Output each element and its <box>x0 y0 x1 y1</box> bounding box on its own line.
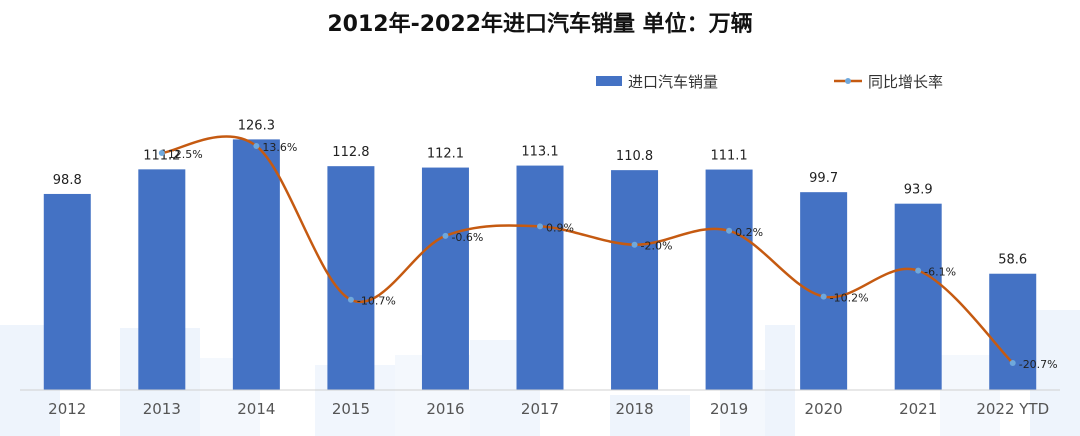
bar-value-label: 58.6 <box>998 253 1027 268</box>
growth-rate-line <box>161 135 1014 364</box>
legend-swatch-bar <box>596 76 622 86</box>
growth-rate-marker <box>820 293 827 300</box>
bar-2014 <box>232 139 280 390</box>
bar-value-label: 110.8 <box>616 149 653 164</box>
x-tick-label: 2018 <box>615 400 653 418</box>
bar-labels-layer: 98.8111.2126.3112.8112.1113.1110.8111.19… <box>53 118 1027 267</box>
legend-label-bar: 进口汽车销量 <box>628 73 718 91</box>
x-axis: 2012 2013 2014 2015 2016 2017 2018 2019 2020 2021… <box>20 389 1060 418</box>
bars-layer <box>43 139 1037 390</box>
line-layer <box>158 135 1016 366</box>
growth-rate-marker <box>631 241 638 248</box>
bar-2016 <box>421 167 469 390</box>
growth-rate-marker <box>726 227 733 234</box>
legend-swatch-marker <box>845 78 851 84</box>
x-tick-label: 2015 <box>332 400 370 418</box>
bar-2018 <box>611 170 659 390</box>
growth-rate-label: 13.6% <box>262 141 297 154</box>
bar-2021 <box>894 203 942 390</box>
bar-2019 <box>705 169 753 390</box>
bar-2022-ytd <box>989 273 1037 390</box>
bar-value-label: 93.9 <box>904 183 933 198</box>
growth-rate-label: -0.6% <box>451 231 483 244</box>
legend-label-line: 同比增长率 <box>868 73 943 91</box>
bar-value-label: 126.3 <box>238 118 275 133</box>
bar-2013 <box>138 169 186 390</box>
growth-rate-label: 0.2% <box>735 226 763 239</box>
bar-value-label: 112.8 <box>332 145 369 160</box>
bar-value-label: 111.1 <box>710 149 747 164</box>
chart-title: 2012年-2022年进口汽车销量 单位：万辆 <box>327 12 753 37</box>
bar-2015 <box>327 166 375 390</box>
bar-value-label: 98.8 <box>53 173 82 188</box>
growth-rate-label: -2.0% <box>641 240 673 253</box>
growth-rate-marker <box>347 296 354 303</box>
bar-2017 <box>516 165 564 390</box>
legend: 进口汽车销量 同比增长率 <box>596 73 943 91</box>
growth-rate-marker <box>537 223 543 230</box>
x-tick-label: 2012 <box>48 400 86 418</box>
bar-value-label: 112.1 <box>427 147 464 162</box>
pct-labels-layer: 12.5% 13.6% -10.7% -0.6% 0.9% -2.0% 0.2% -10.2%… <box>168 141 1058 371</box>
x-tick-label: 2020 <box>805 400 843 418</box>
growth-rate-label: -6.1% <box>924 266 956 279</box>
growth-rate-label: 0.9% <box>546 221 574 234</box>
x-tick-label: 2017 <box>521 400 559 418</box>
x-tick-label: 2022 YTD <box>976 400 1049 418</box>
growth-rate-marker <box>915 267 922 274</box>
x-tick-label: 2019 <box>710 400 748 418</box>
growth-rate-label: -20.7% <box>1019 358 1058 371</box>
growth-rate-marker <box>158 149 165 156</box>
growth-rate-marker <box>1009 360 1016 366</box>
bar-2012 <box>43 193 91 390</box>
growth-rate-marker <box>253 143 260 149</box>
growth-rate-marker <box>442 232 449 239</box>
growth-rate-label: 12.5% <box>168 148 203 161</box>
bar-value-label: 99.7 <box>809 171 838 186</box>
growth-rate-label: -10.7% <box>357 295 396 308</box>
growth-rate-label: -10.2% <box>830 292 869 305</box>
x-tick-label: 2014 <box>237 400 275 418</box>
bar-value-label: 113.1 <box>521 145 558 160</box>
x-tick-label: 2013 <box>143 400 181 418</box>
x-tick-label: 2016 <box>426 400 464 418</box>
x-tick-label: 2021 <box>899 400 937 418</box>
